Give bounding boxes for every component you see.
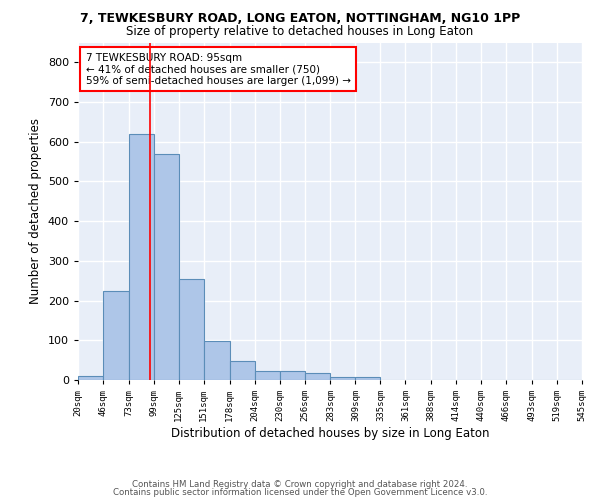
Bar: [103, 290, 129, 380]
Bar: [204, 342, 230, 380]
Text: 7, TEWKESBURY ROAD, LONG EATON, NOTTINGHAM, NG10 1PP: 7, TEWKESBURY ROAD, LONG EATON, NOTTINGH…: [80, 12, 520, 26]
Bar: [254, 372, 280, 380]
Bar: [230, 362, 254, 380]
Bar: [280, 372, 305, 380]
Text: 7 TEWKESBURY ROAD: 95sqm
← 41% of detached houses are smaller (750)
59% of semi-: 7 TEWKESBURY ROAD: 95sqm ← 41% of detach…: [86, 52, 350, 86]
Bar: [331, 377, 355, 380]
X-axis label: Distribution of detached houses by size in Long Eaton: Distribution of detached houses by size …: [171, 427, 489, 440]
Text: Contains HM Land Registry data © Crown copyright and database right 2024.: Contains HM Land Registry data © Crown c…: [132, 480, 468, 489]
Bar: [179, 279, 204, 380]
Bar: [355, 377, 380, 380]
Bar: [78, 376, 103, 380]
Y-axis label: Number of detached properties: Number of detached properties: [29, 118, 42, 304]
Text: Size of property relative to detached houses in Long Eaton: Size of property relative to detached ho…: [127, 25, 473, 38]
Bar: [154, 154, 179, 380]
Bar: [129, 134, 154, 380]
Text: Contains public sector information licensed under the Open Government Licence v3: Contains public sector information licen…: [113, 488, 487, 497]
Bar: [305, 373, 331, 380]
